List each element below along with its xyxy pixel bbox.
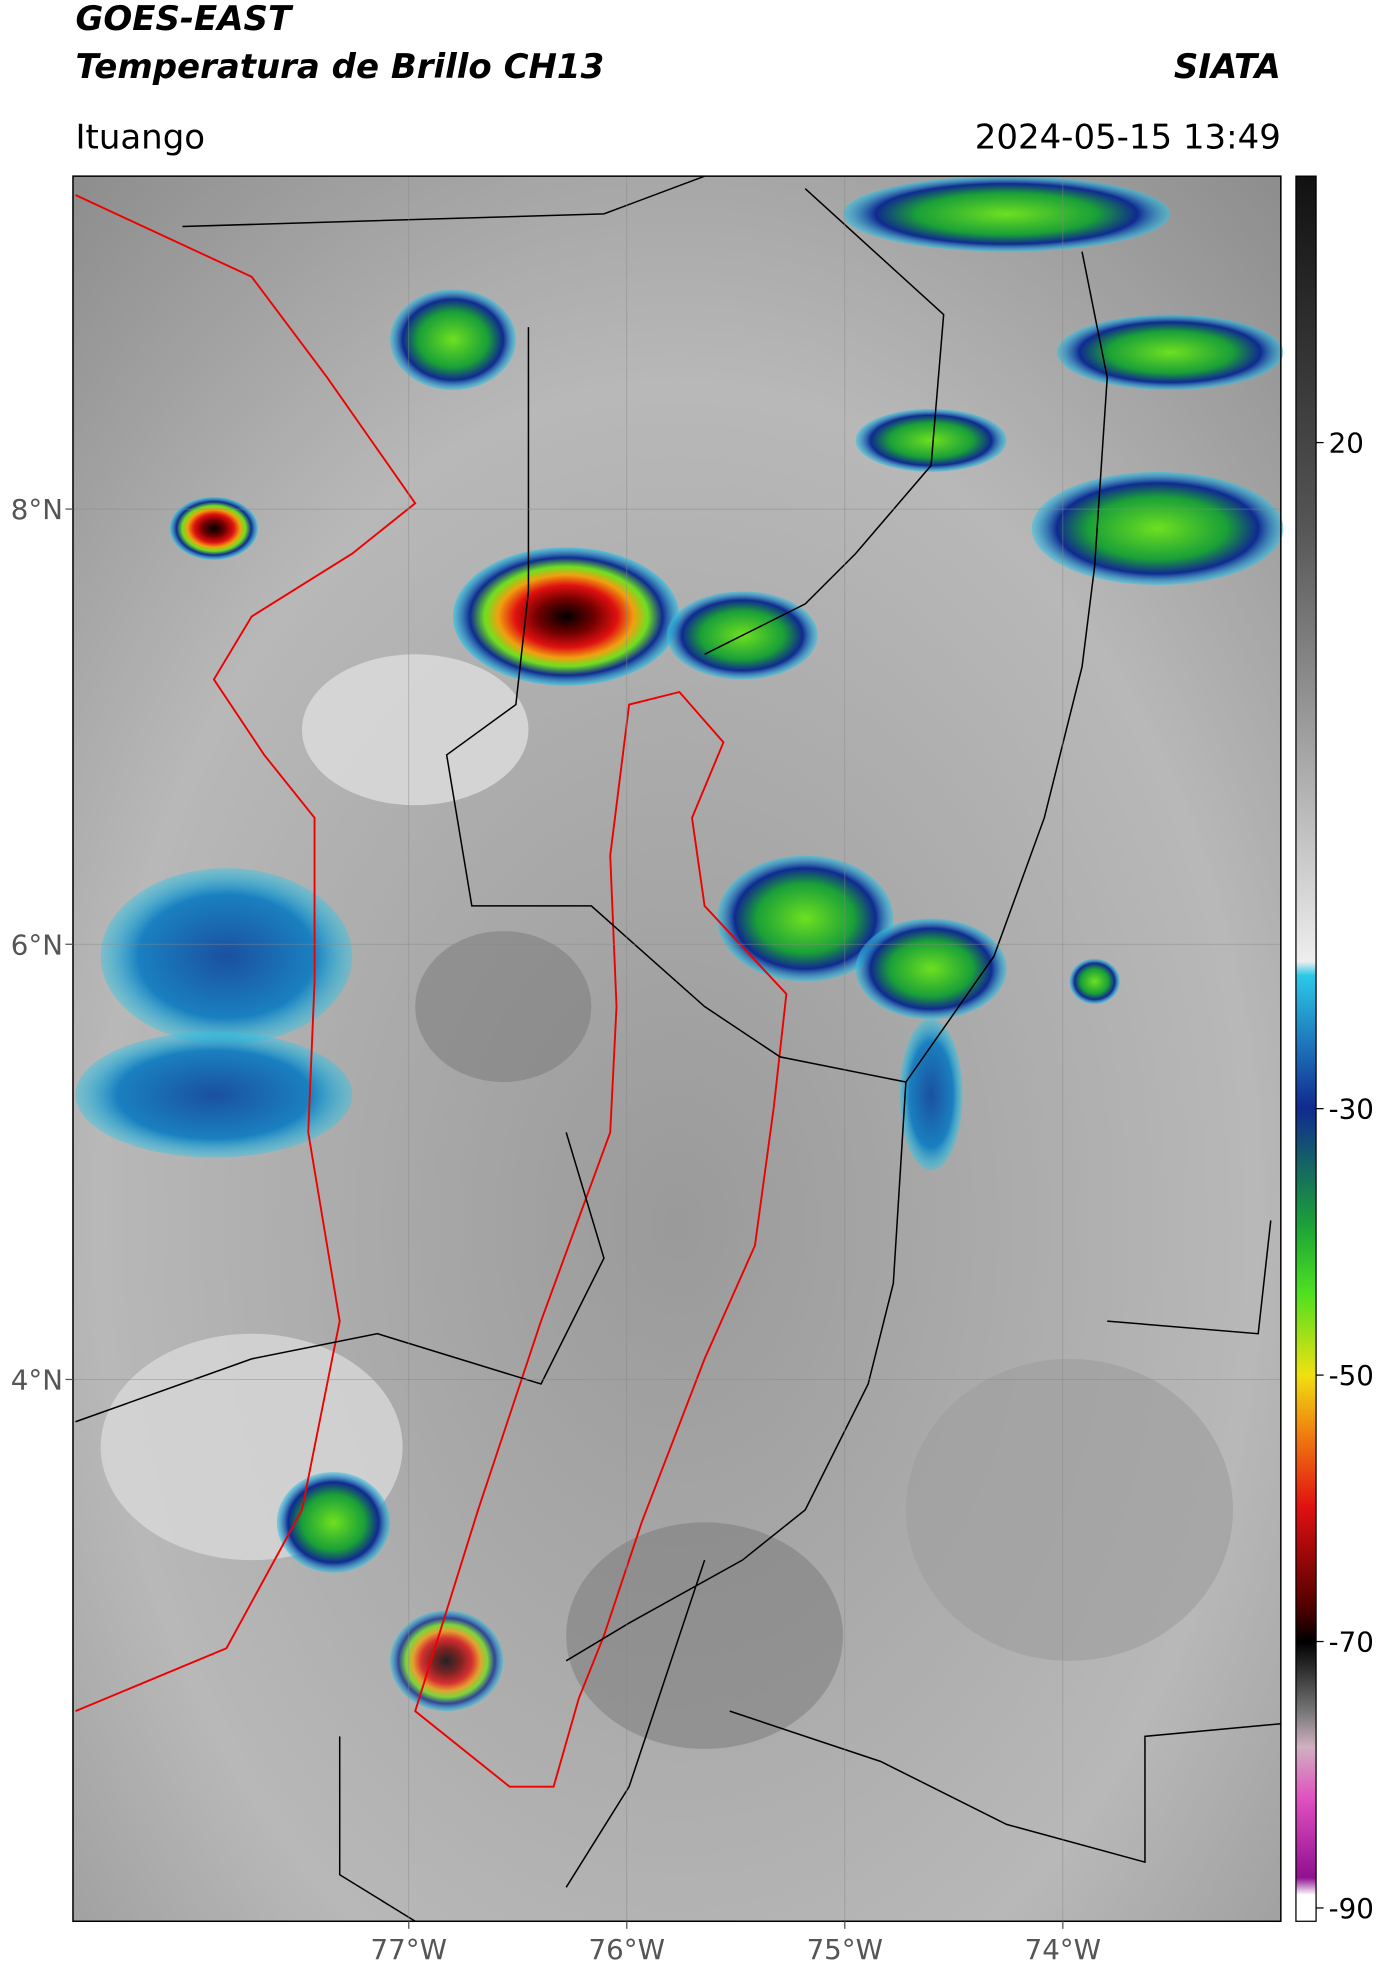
region: Ituango: [75, 117, 205, 157]
layout: GOES-EAST Temperatura de Brillo CH13 SIA…: [11, 0, 1374, 1966]
lon-tick-label: 74°W: [1025, 1933, 1101, 1966]
graticule: [72, 176, 1281, 1922]
lon-tick-label: 76°W: [589, 1933, 665, 1966]
subtitle: Temperatura de Brillo CH13: [75, 47, 604, 87]
colorbar-tick-label: -30: [1329, 1093, 1374, 1126]
title: GOES-EAST: [75, 0, 293, 39]
agency: SIATA: [1174, 47, 1281, 87]
map-frame: [72, 175, 1282, 1923]
datetime: 2024-05-15 13:49: [975, 117, 1281, 157]
lon-tick-label: 77°W: [371, 1933, 447, 1966]
lat-tick-label: 8°N: [11, 493, 63, 526]
colorbar-tick-label: -50: [1329, 1359, 1374, 1392]
lon-tick-label: 75°W: [807, 1933, 883, 1966]
map-image: [72, 175, 1284, 1922]
axes: 8°N 6°N 4°N 77°W 76°W 75°W 74°W 20 -30 -50 -70 -90: [11, 427, 1374, 1966]
colorbar: [1295, 175, 1317, 1922]
colorbar-tick-label: 20: [1329, 427, 1364, 460]
lat-tick-label: 6°N: [11, 928, 63, 961]
lat-tick-label: 4°N: [11, 1364, 63, 1397]
colorbar-tick-label: -70: [1329, 1626, 1374, 1659]
colorbar-tick-label: -90: [1329, 1892, 1374, 1925]
